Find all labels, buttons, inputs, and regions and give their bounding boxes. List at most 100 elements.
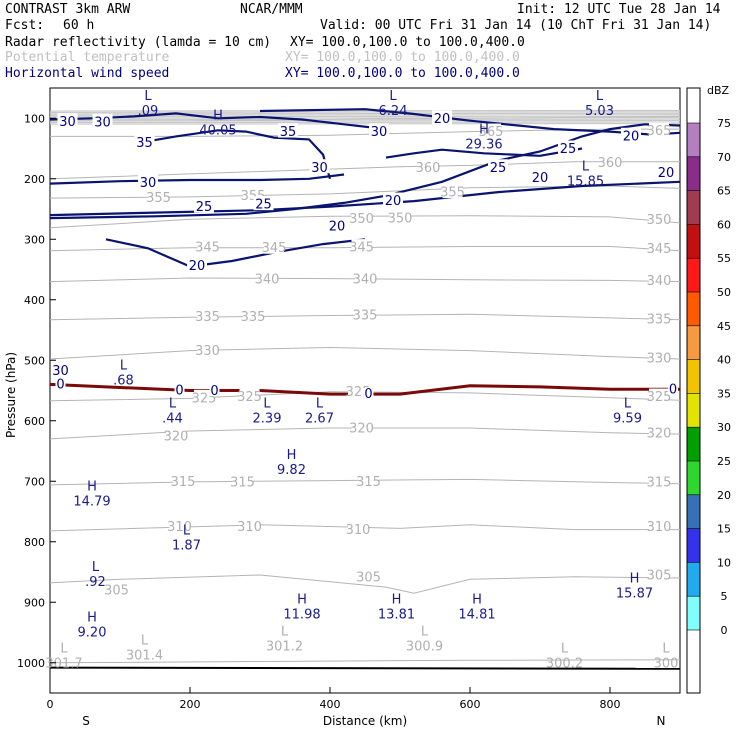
wind-extremum-value: 6.24 [379, 104, 408, 119]
wind-contour-25 [49, 123, 681, 220]
wind-label-bg [194, 198, 214, 213]
wind-label: 30 [371, 125, 388, 140]
wind-label: 25 [196, 200, 213, 215]
wind-label: 20 [532, 171, 549, 186]
theta-label: 320 [647, 426, 672, 441]
colorbar-level-label: 70 [717, 151, 731, 164]
wind-label-bg [92, 113, 113, 128]
ground-line [49, 666, 681, 670]
theta-label-bg [148, 189, 169, 204]
theta-label: 335 [647, 313, 672, 328]
theta-upper-band-line [49, 119, 681, 122]
theta-contour-300 [49, 659, 681, 664]
theta-contour-345 [49, 246, 681, 252]
theta-label: 355 [440, 186, 465, 201]
wind-extremum-type: H [630, 571, 640, 586]
wind-extremum-type: L [169, 396, 177, 411]
y-tick-label: 200 [24, 173, 45, 186]
colorbar-level-label: 15 [717, 523, 731, 536]
wind-extremum-type: H [213, 108, 223, 123]
wind-extremum-type: H [479, 122, 489, 137]
colorbar-level-label: 20 [717, 489, 731, 502]
wind-extremum-value: 5.03 [585, 104, 614, 119]
wind-extremum-type: L [144, 89, 152, 104]
wind-extremum-value: 15.87 [616, 586, 653, 601]
field-xy-reflectivity: XY= 100.0,100.0 to 100.0,400.0 [290, 35, 525, 50]
theta-label: 335 [353, 308, 378, 323]
theta-extremum-value: 301.2 [266, 640, 303, 655]
theta-label: 305 [647, 569, 672, 584]
wind-label: 20 [623, 129, 640, 144]
center-title: NCAR/MMM [240, 2, 303, 17]
theta-upper-band-line [49, 109, 681, 112]
theta-label-bg [649, 388, 669, 403]
y-tick-label: 100 [24, 112, 45, 125]
extrema-markers: L.09 H40.05L6.24H29.36L5.03L15.85L.68L.44… [45, 89, 678, 671]
wind-label: 20 [189, 259, 206, 274]
theta-label: 320 [349, 422, 374, 437]
colorbar-swatch [687, 494, 700, 529]
theta-label-bg [348, 383, 368, 398]
theta-label-bg [355, 271, 375, 286]
valid-time: Valid: 00 UTC Fri 31 Jan 14 (10 ChT Fri … [320, 18, 711, 33]
freezing-label-bg [668, 383, 678, 395]
theta-label: 330 [195, 344, 220, 359]
wind-extremum-type: H [297, 592, 307, 607]
wind-extremum-value: 9.20 [78, 626, 107, 641]
x-tick-label: 600 [460, 698, 481, 711]
theta-label-bg [348, 521, 368, 536]
theta-label-bg [243, 308, 263, 323]
colorbar-swatch [687, 325, 700, 360]
colorbar-swatch [687, 596, 700, 630]
wind-extremum-type: L [120, 358, 128, 373]
wind-label-bg [621, 127, 641, 142]
wind-label: 30 [94, 115, 111, 130]
freezing-label: 0 [175, 384, 183, 399]
freezing-label-bg [174, 384, 185, 396]
theta-label-bg [418, 159, 438, 174]
wind-extremum-type: H [87, 611, 97, 626]
wind-contour-20 [259, 108, 681, 136]
wind-label-bg [278, 123, 298, 138]
theta-contour-360 [49, 161, 680, 180]
wind-extremum-type: L [624, 396, 632, 411]
wind-label-bg [309, 159, 330, 174]
theta-extremum-value: 300 [654, 656, 679, 671]
theta-label: 310 [237, 520, 262, 535]
colorbar-swatch [687, 190, 700, 225]
theta-label-bg [358, 568, 379, 583]
wind-label-bg [656, 164, 676, 179]
theta-contour-335 [49, 313, 681, 321]
theta-label: 365 [647, 124, 672, 139]
y-tick-label: 900 [24, 596, 45, 609]
colorbar-level-label: 60 [717, 218, 731, 231]
theta-extremum-value: 300.9 [406, 640, 443, 655]
wind-label-bg [383, 192, 403, 207]
fcst-value: 60 h [63, 18, 94, 33]
wind-label-bg [369, 123, 389, 138]
theta-extremum-type: L [141, 634, 149, 649]
wind-extremum-type: L [582, 159, 590, 174]
wind-label-bg [432, 110, 452, 125]
wind-label: 20 [658, 166, 675, 181]
colorbar-swatch [687, 528, 700, 563]
wind-label-bg [327, 217, 347, 232]
ground-surface-line [49, 666, 681, 670]
wind-extremum-type: H [87, 479, 97, 494]
wind-label: 20 [434, 112, 451, 127]
theta-label-bg [390, 210, 410, 225]
wind-extremum-type: L [183, 523, 191, 538]
wind-label: 20 [329, 219, 346, 234]
theta-upper-band-line [49, 117, 681, 119]
wind-extremum-type: H [392, 592, 402, 607]
colorbar-swatch [687, 562, 700, 597]
theta-label: 315 [356, 475, 381, 490]
theta-label: 315 [171, 475, 196, 490]
freezing-label: 0 [56, 377, 64, 392]
theta-label: 310 [647, 520, 672, 535]
colorbar-swatch [687, 156, 700, 191]
colorbar-level-label: 75 [717, 117, 731, 130]
theta-label-bg [351, 239, 372, 254]
colorbar-swatch [687, 224, 700, 259]
